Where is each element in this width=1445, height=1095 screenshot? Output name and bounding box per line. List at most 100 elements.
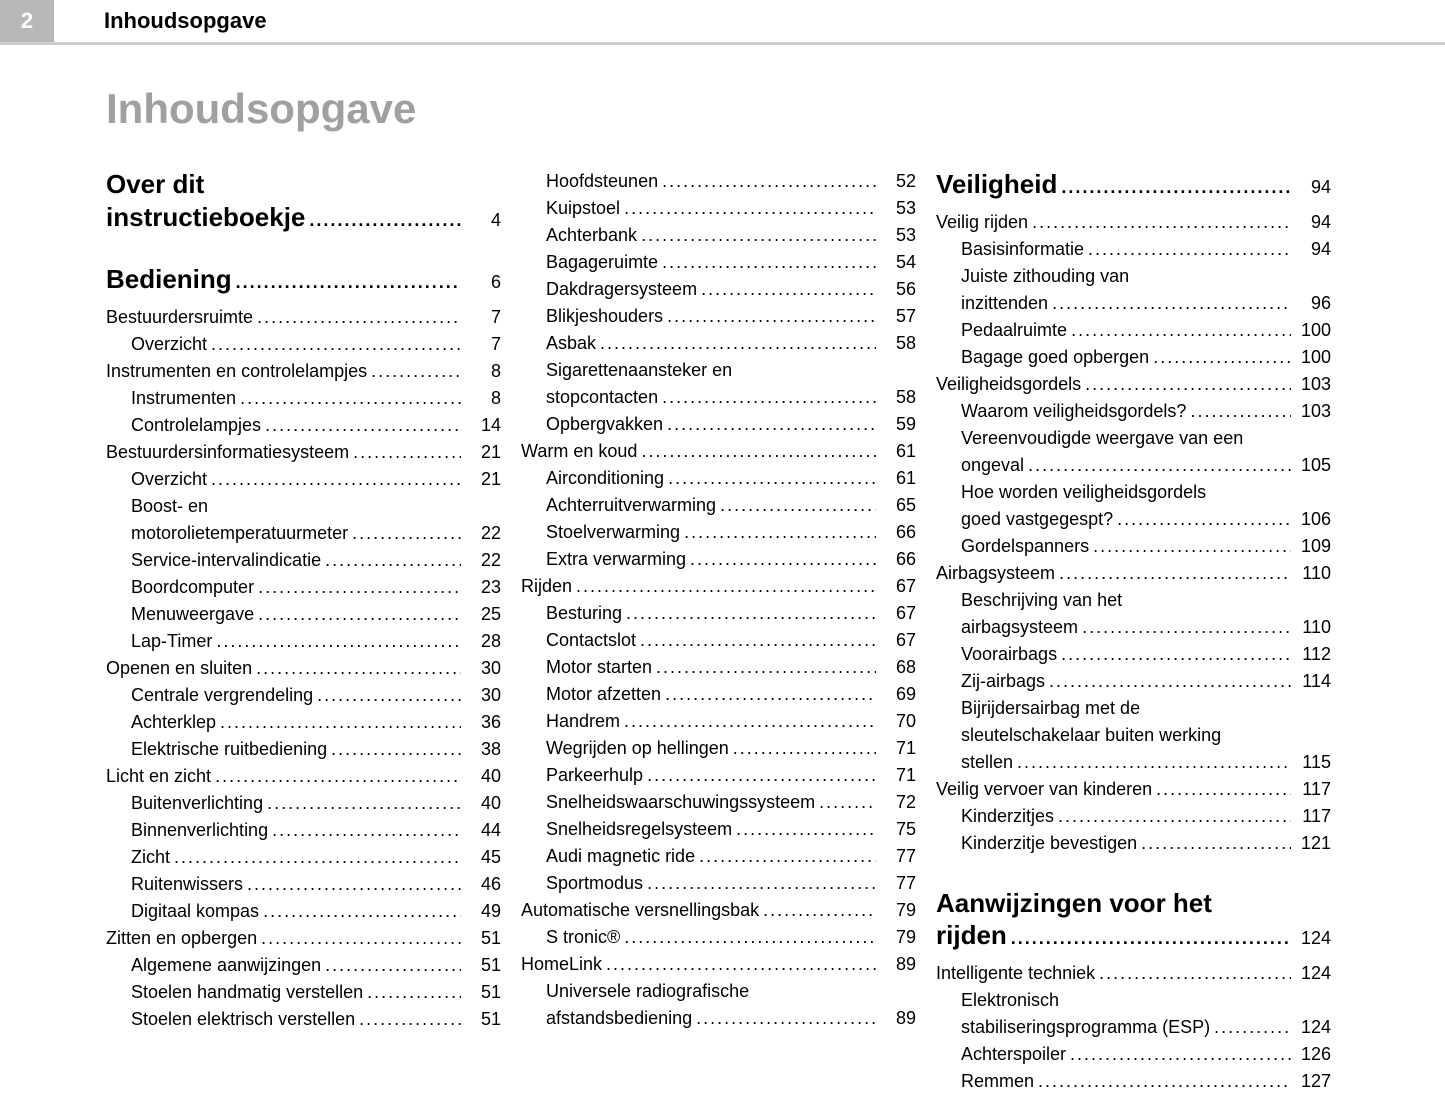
toc-page: 65 — [876, 495, 916, 516]
toc-label: Zij-airbags — [936, 668, 1045, 695]
toc-label: Achterruitverwarming — [521, 492, 716, 519]
toc-entry: Bestuurdersruimte7 — [106, 304, 501, 331]
leader-dots — [1024, 455, 1291, 476]
toc-label: Handrem — [521, 708, 620, 735]
toc-page: 28 — [461, 631, 501, 652]
toc-label: goed vastgegespt? — [936, 506, 1113, 533]
leader-dots — [602, 954, 876, 975]
toc-page: 106 — [1291, 509, 1331, 530]
toc-label: Airconditioning — [521, 465, 664, 492]
toc-entry: Achterklep36 — [106, 709, 501, 736]
toc-page: 67 — [876, 603, 916, 624]
leader-dots — [259, 901, 461, 922]
leader-dots — [1186, 401, 1291, 422]
toc-entry: Menuweergave25 — [106, 601, 501, 628]
leader-dots — [1113, 509, 1291, 530]
header-divider — [0, 42, 1445, 45]
toc-label: Kinderzitjes — [936, 803, 1054, 830]
toc-page: 67 — [876, 576, 916, 597]
leader-dots — [1028, 212, 1291, 233]
toc-page: 46 — [461, 874, 501, 895]
leader-dots — [348, 523, 461, 544]
toc-entry: instructieboekje4 — [106, 201, 501, 234]
toc-label: Juiste zithouding van — [936, 263, 1129, 290]
toc-entry: Bagage goed opbergen100 — [936, 344, 1331, 371]
toc-label: Boordcomputer — [106, 574, 254, 601]
toc-entry: Hoofdsteunen52 — [521, 168, 916, 195]
toc-label: Blikjeshouders — [521, 303, 663, 330]
toc-label: Menuweergave — [106, 601, 254, 628]
toc-entry: Aanwijzingen voor het — [936, 887, 1331, 920]
toc-entry: Wegrijden op hellingen71 — [521, 735, 916, 762]
toc-label: Stoelen handmatig verstellen — [106, 979, 363, 1006]
toc-page: 22 — [461, 550, 501, 571]
toc-entry: Digitaal kompas49 — [106, 898, 501, 925]
toc-page: 7 — [461, 334, 501, 355]
toc-entry: Warm en koud61 — [521, 438, 916, 465]
toc-column-3: Veiligheid94Veilig rijden94Basisinformat… — [936, 168, 1331, 1095]
toc-label: Airbagsysteem — [936, 560, 1055, 587]
leader-dots — [321, 550, 461, 571]
toc-column-2: Hoofdsteunen52Kuipstoel53Achterbank53Bag… — [521, 168, 916, 1095]
toc-entry: Stoelen elektrisch verstellen51 — [106, 1006, 501, 1033]
toc-entry: Controlelampjes14 — [106, 412, 501, 439]
toc-entry: Algemene aanwijzingen51 — [106, 952, 501, 979]
toc-label: Hoofdsteunen — [521, 168, 658, 195]
toc-page: 103 — [1291, 374, 1331, 395]
leader-dots — [658, 387, 876, 408]
toc-entry: stabiliseringsprogramma (ESP)124 — [936, 1014, 1331, 1041]
toc-page: 126 — [1291, 1044, 1331, 1065]
toc-entry: Over dit — [106, 168, 501, 201]
toc-entry: Audi magnetic ride77 — [521, 843, 916, 870]
leader-dots — [695, 846, 876, 867]
leader-dots — [622, 603, 876, 624]
toc-page: 53 — [876, 225, 916, 246]
toc-label: Kuipstoel — [521, 195, 620, 222]
toc-label: Vereenvoudigde weergave van een — [936, 425, 1243, 452]
toc-page: 58 — [876, 387, 916, 408]
leader-dots — [1210, 1017, 1291, 1038]
toc-page: 21 — [461, 469, 501, 490]
toc-entry: Kuipstoel53 — [521, 195, 916, 222]
toc-label: Aanwijzingen voor het — [936, 887, 1212, 920]
toc-column-1: Over ditinstructieboekje4Bediening6Bestu… — [106, 168, 501, 1095]
leader-dots — [759, 900, 876, 921]
leader-dots — [254, 577, 461, 598]
toc-page: 4 — [461, 210, 501, 231]
toc-label: Veiligheid — [936, 168, 1057, 201]
toc-label: rijden — [936, 919, 1007, 952]
leader-dots — [663, 414, 876, 435]
toc-entry: stopcontacten58 — [521, 384, 916, 411]
toc-label: Elektrische ruitbediening — [106, 736, 327, 763]
toc-page: 45 — [461, 847, 501, 868]
toc-page: 23 — [461, 577, 501, 598]
toc-entry: Veiligheidsgordels103 — [936, 371, 1331, 398]
toc-page: 8 — [461, 361, 501, 382]
toc-entry: Zicht45 — [106, 844, 501, 871]
toc-entry: Vereenvoudigde weergave van een — [936, 425, 1331, 452]
toc-page: 79 — [876, 900, 916, 921]
toc-label: Achterspoiler — [936, 1041, 1066, 1068]
toc-page: 110 — [1291, 563, 1331, 584]
leader-dots — [729, 738, 876, 759]
toc-label: Bediening — [106, 263, 232, 296]
toc-entry: Overzicht21 — [106, 466, 501, 493]
toc-page: 100 — [1291, 347, 1331, 368]
toc-entry: Veilig rijden94 — [936, 209, 1331, 236]
toc-entry: Veilig vervoer van kinderen117 — [936, 776, 1331, 803]
toc-page: 56 — [876, 279, 916, 300]
toc-label: Achterklep — [106, 709, 216, 736]
toc-entry: motorolietemperatuurmeter22 — [106, 520, 501, 547]
toc-label: Licht en zicht — [106, 763, 211, 790]
toc-entry: Dakdragersysteem56 — [521, 276, 916, 303]
toc-page: 8 — [461, 388, 501, 409]
toc-entry: Universele radiografische — [521, 978, 916, 1005]
leader-dots — [1089, 536, 1291, 557]
leader-dots — [349, 442, 461, 463]
toc-page: 14 — [461, 415, 501, 436]
toc-page: 21 — [461, 442, 501, 463]
toc-label: Snelheidswaarschuwingssysteem — [521, 789, 815, 816]
leader-dots — [1048, 293, 1291, 314]
toc-label: Veilig rijden — [936, 209, 1028, 236]
toc-label: stabiliseringsprogramma (ESP) — [936, 1014, 1210, 1041]
